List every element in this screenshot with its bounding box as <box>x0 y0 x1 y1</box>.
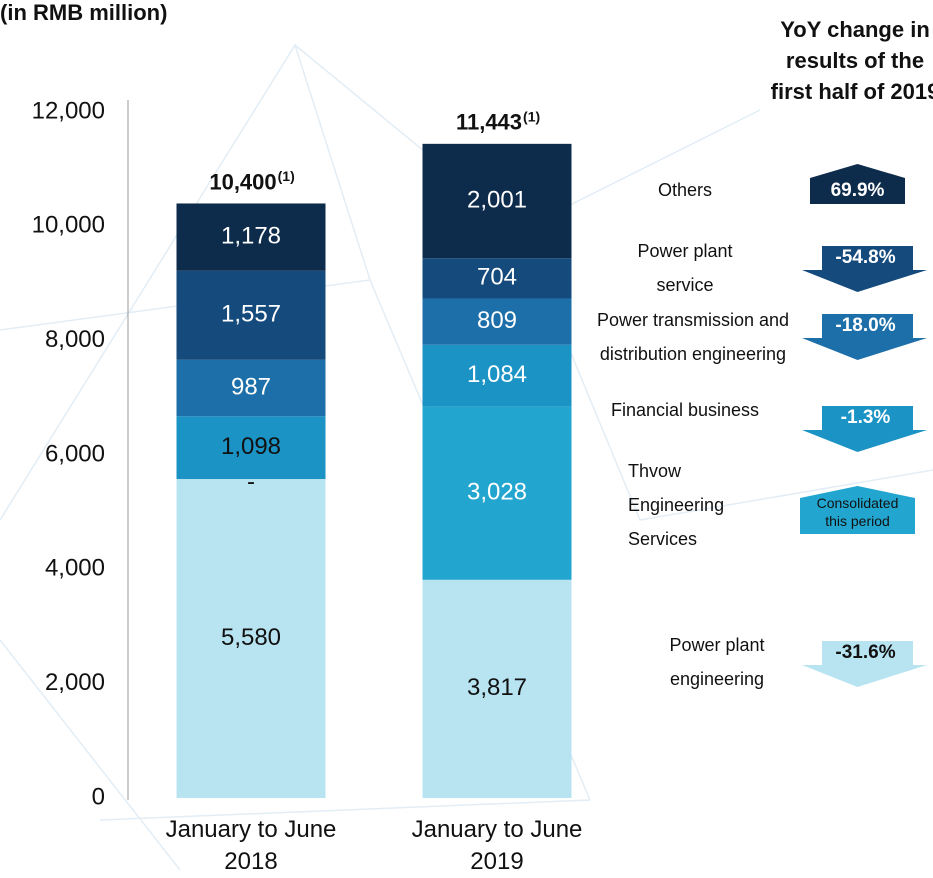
y-tick-label: 10,000 <box>32 212 105 239</box>
legend-label: Power transmission and distribution engi… <box>596 310 790 364</box>
data-label: 987 <box>231 373 271 400</box>
y-tick-label: 2,000 <box>45 669 105 696</box>
y-tick-label: 8,000 <box>45 326 105 353</box>
total-note: (1) <box>523 109 540 125</box>
bar-segment <box>176 203 326 271</box>
chart-title: (in RMB million) <box>0 0 167 25</box>
total-label: 11,443 <box>456 110 522 135</box>
data-label: 1,098 <box>221 433 281 460</box>
data-label: 1,084 <box>467 361 527 388</box>
legend-label: Financial business <box>610 400 760 420</box>
yoy-label: -18.0% <box>835 315 895 336</box>
yoy-arrow <box>802 641 927 687</box>
total-note: (1) <box>278 168 295 184</box>
data-label: 5,580 <box>221 624 281 651</box>
yoy-label: -31.6% <box>835 642 895 663</box>
bar-segment <box>422 344 572 407</box>
bar-segment <box>176 270 326 360</box>
data-label: 809 <box>477 307 517 334</box>
yoy-arrow <box>802 246 927 292</box>
data-label: 3,817 <box>467 674 527 701</box>
yoy-arrow <box>802 406 927 452</box>
y-tick-label: 12,000 <box>32 97 105 124</box>
bar-segment <box>176 359 326 417</box>
yoy-arrow <box>800 486 915 534</box>
bar-segment <box>422 258 572 299</box>
bar-segment <box>422 143 572 259</box>
yoy-arrow <box>802 314 927 360</box>
legend-label: Power plant engineering <box>669 635 765 689</box>
y-tick-label: 4,000 <box>45 555 105 582</box>
data-label: 3,028 <box>467 479 527 506</box>
legend-label: Power plant service <box>637 241 733 295</box>
bar-segment <box>422 298 572 345</box>
total-label: 10,400 <box>209 169 276 194</box>
legend-label: Thvow Engineering Services <box>628 461 725 549</box>
y-tick-label: 0 <box>92 783 105 810</box>
yoy-arrow <box>810 164 905 204</box>
bar-segment <box>422 406 572 580</box>
bar-segment <box>176 479 326 798</box>
data-label: 704 <box>477 264 517 291</box>
yoy-label: Consolidated this period <box>816 495 899 529</box>
data-label: - <box>247 468 255 495</box>
yoy-label: -54.8% <box>835 247 895 268</box>
bar-segment <box>176 416 326 480</box>
bar-segment <box>422 579 572 798</box>
data-label: 1,557 <box>221 301 281 328</box>
yoy-title: YoY change in results of the first half … <box>770 17 933 104</box>
x-tick-label: January to June 2018 <box>165 816 337 875</box>
yoy-label: -1.3% <box>841 407 891 428</box>
data-label: 1,178 <box>221 222 281 249</box>
y-tick-label: 6,000 <box>45 440 105 467</box>
legend-label: Others <box>657 180 713 200</box>
x-tick-label: January to June 2019 <box>411 816 583 875</box>
yoy-label: 69.9% <box>831 180 885 201</box>
data-label: 2,001 <box>467 186 527 213</box>
